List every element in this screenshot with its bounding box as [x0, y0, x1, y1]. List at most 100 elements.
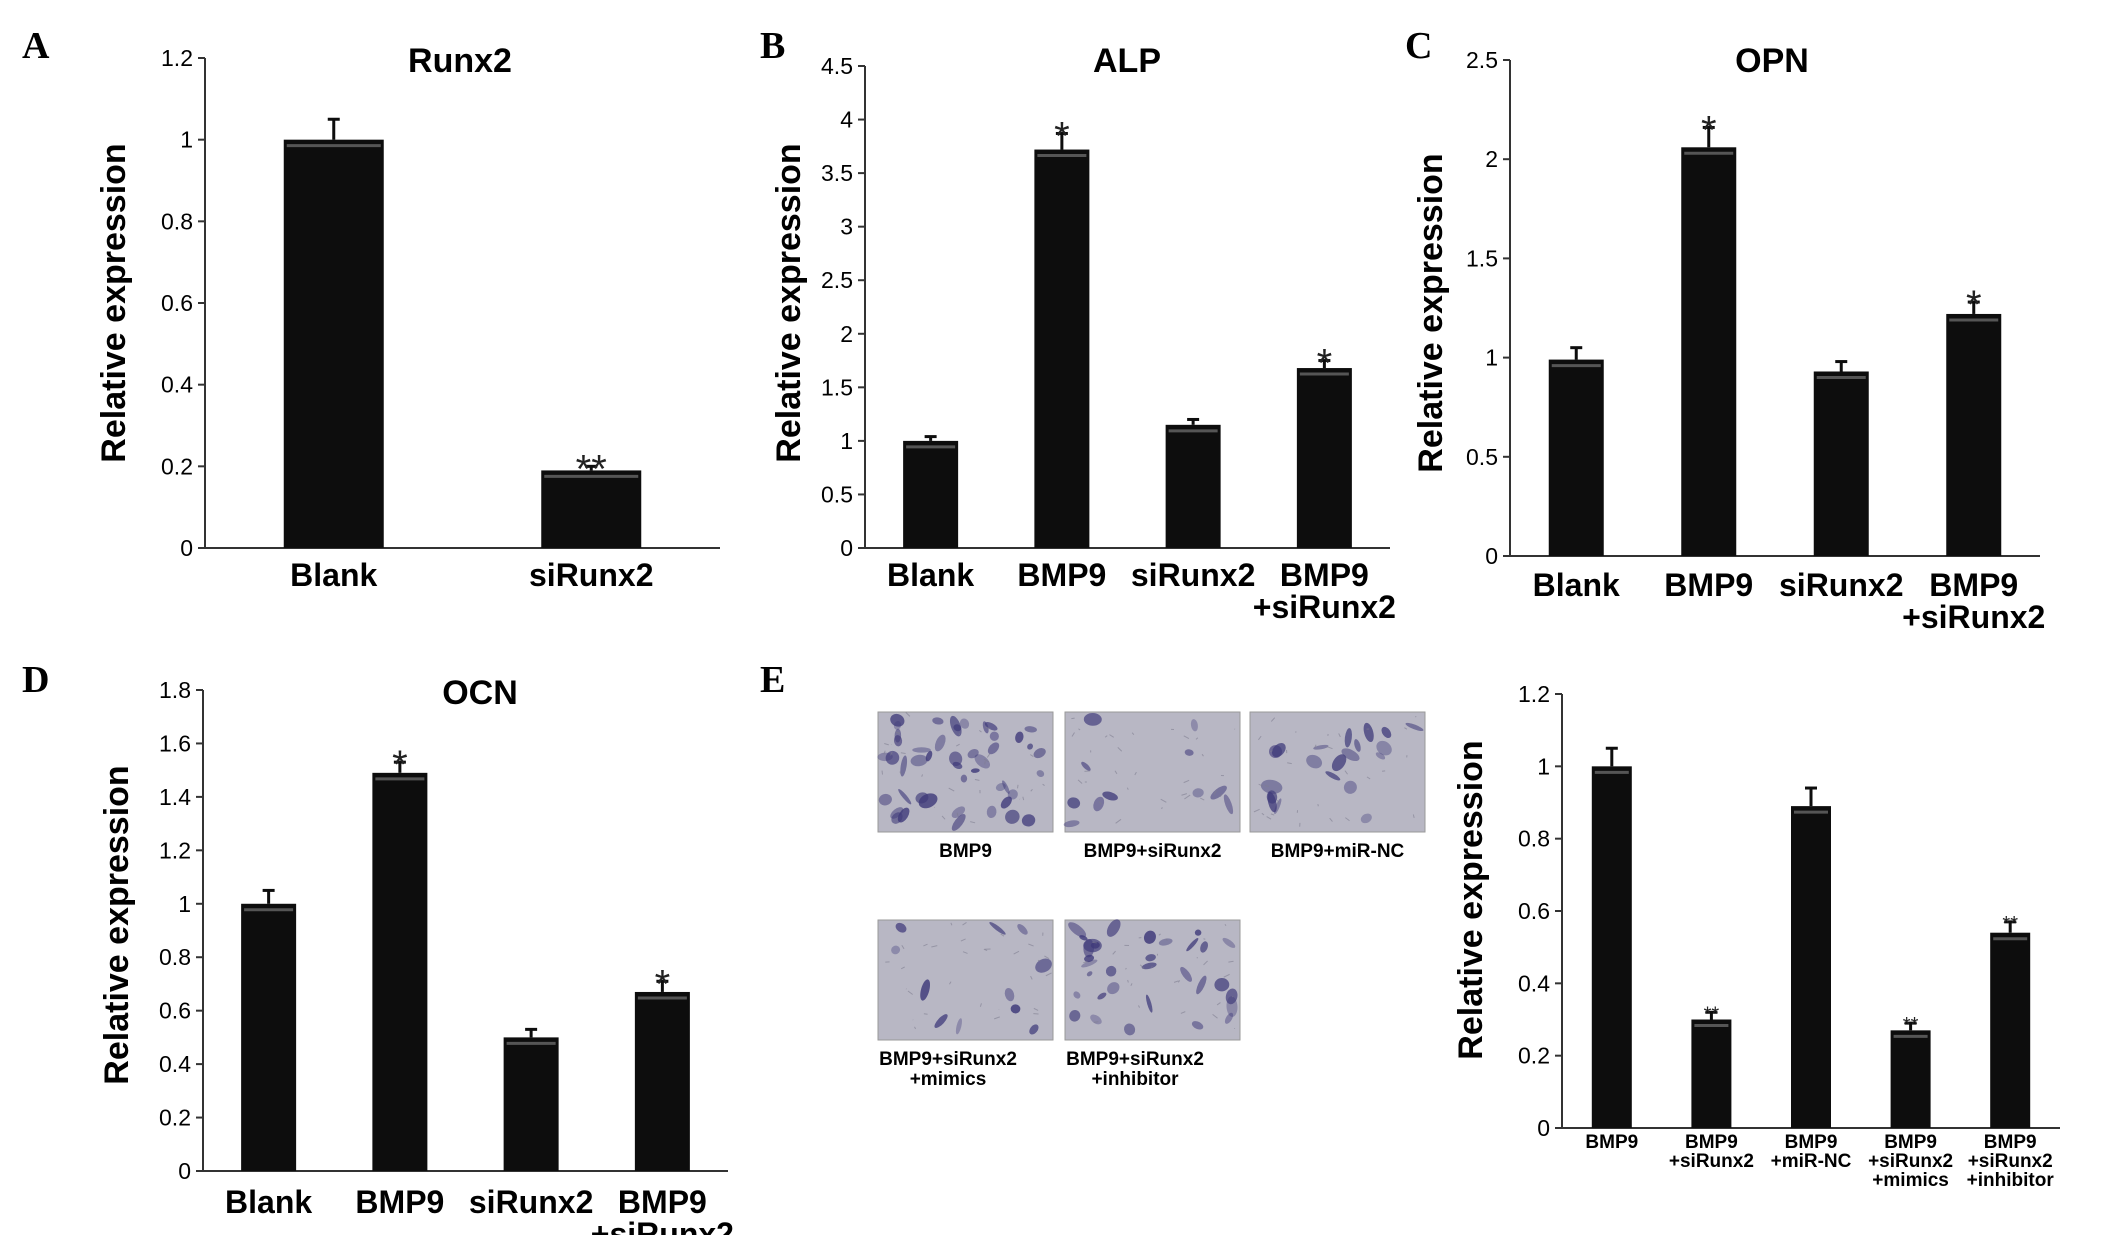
cell-fiber: [1200, 797, 1205, 801]
cell-fiber: [1201, 753, 1204, 757]
cell-fiber: [1203, 960, 1208, 966]
stain-spot: [920, 979, 931, 1001]
stain-spot: [1093, 796, 1105, 812]
stain-spot: [910, 754, 928, 767]
cell-fiber: [1134, 771, 1137, 776]
stain-spot: [878, 793, 892, 806]
y-axis-label: Relative expression: [1452, 740, 1490, 1059]
bar: [1791, 806, 1831, 1128]
y-tick-label: 0.4: [1518, 970, 1550, 996]
x-tick-label: Blank: [225, 1184, 312, 1220]
cell-fiber: [907, 990, 913, 995]
cell-fiber: [1028, 943, 1034, 947]
x-tick-label: Blank: [887, 557, 974, 593]
stain-spot: [1260, 779, 1283, 794]
stain-spot: [893, 735, 903, 747]
cell-fiber: [986, 753, 991, 758]
bar: [283, 139, 384, 548]
y-tick-label: 0.5: [1466, 444, 1498, 470]
micrograph-5: BMP9+siRunx2 +inhibitor: [1064, 919, 1241, 1090]
stain-spot: [893, 720, 902, 730]
cell-fiber: [1158, 933, 1161, 936]
cell-fiber: [905, 712, 911, 717]
cell-fiber: [1165, 938, 1168, 941]
stain-spot: [1084, 954, 1095, 963]
stain-spot: [1375, 752, 1386, 760]
y-tick-label: 0.6: [159, 998, 191, 1024]
cell-fiber: [941, 815, 946, 820]
cell-fiber: [1183, 779, 1190, 784]
stain-spot: [897, 807, 910, 823]
bar: [1990, 932, 2031, 1128]
stain-spot: [1141, 962, 1157, 970]
y-tick-label: 1.5: [1466, 245, 1498, 271]
stain-spot: [1000, 796, 1012, 809]
stain-spot: [1033, 748, 1046, 759]
y-tick-label: 1: [178, 891, 191, 917]
stain-spot: [1313, 744, 1329, 750]
stain-spot: [1021, 814, 1036, 827]
stain-spot: [885, 750, 900, 765]
y-tick-label: 0.6: [161, 290, 193, 316]
stain-spot: [1225, 988, 1238, 1005]
cell-fiber: [979, 1003, 982, 1007]
cell-fiber: [1180, 1011, 1186, 1014]
x-tick-label: Blank: [1533, 567, 1620, 603]
stain-spot: [1354, 739, 1361, 752]
micrograph-1: BMP9: [877, 711, 1054, 862]
cell-fiber: [1195, 737, 1199, 740]
y-tick-label: 2.5: [821, 267, 853, 293]
y-tick-label: 0: [180, 535, 193, 561]
stain-spot: [1158, 938, 1173, 946]
cell-fiber: [1092, 941, 1097, 944]
x-tick-label: BMP9: [1585, 1132, 1638, 1153]
cell-fiber: [1078, 728, 1081, 731]
stain-spot: [1067, 797, 1081, 809]
cell-fiber: [970, 821, 976, 824]
micrograph-caption: BMP9+siRunx2 +mimics: [879, 1049, 1017, 1090]
stain-spot: [1107, 982, 1120, 995]
x-tick-label: siRunx2: [1779, 567, 1903, 603]
stain-spot: [951, 806, 966, 818]
cell-fiber: [1117, 747, 1123, 752]
stain-spot: [1184, 749, 1194, 756]
cell-fiber: [1071, 717, 1075, 720]
stain-spot: [1063, 820, 1080, 828]
stain-spot: [1024, 726, 1037, 733]
stain-spot: [1376, 740, 1392, 756]
stain-spot: [959, 718, 970, 729]
bar: [503, 1037, 559, 1171]
cell-fiber: [1314, 744, 1317, 748]
cell-fiber: [1276, 799, 1280, 805]
cell-fiber: [1098, 801, 1102, 805]
stain-spot: [1196, 975, 1207, 995]
stain-spot: [1145, 954, 1156, 962]
y-tick-label: 0: [1485, 543, 1498, 569]
y-tick-label: 0.5: [821, 481, 853, 507]
cell-fiber: [983, 758, 990, 763]
cell-fiber: [931, 945, 938, 948]
stain-spot: [1083, 713, 1102, 726]
stain-spot: [1325, 771, 1341, 781]
stain-spot: [1214, 978, 1230, 992]
x-tick-label: siRunx2: [1131, 557, 1255, 593]
y-tick-label: 4: [840, 107, 853, 133]
stain-spot: [1360, 813, 1372, 824]
cell-fiber: [1083, 960, 1088, 964]
y-axis-label: Relative expression: [770, 143, 808, 462]
cell-fiber: [960, 938, 966, 942]
y-tick-label: 1.2: [161, 45, 193, 71]
significance-mark: *: [1701, 108, 1717, 152]
stain-spot: [949, 715, 962, 737]
cell-fiber: [1084, 770, 1091, 772]
stain-spot: [1015, 731, 1024, 743]
bar: [1681, 147, 1737, 556]
stain-spot: [1180, 966, 1193, 982]
cell-fiber: [1112, 950, 1116, 955]
cell-fiber: [1266, 816, 1272, 820]
y-tick-label: 1: [1537, 753, 1550, 779]
cell-fiber: [1183, 735, 1190, 739]
cell-fiber: [1042, 783, 1045, 786]
y-tick-label: 0.2: [159, 1105, 191, 1131]
y-tick-label: 3.5: [821, 160, 853, 186]
